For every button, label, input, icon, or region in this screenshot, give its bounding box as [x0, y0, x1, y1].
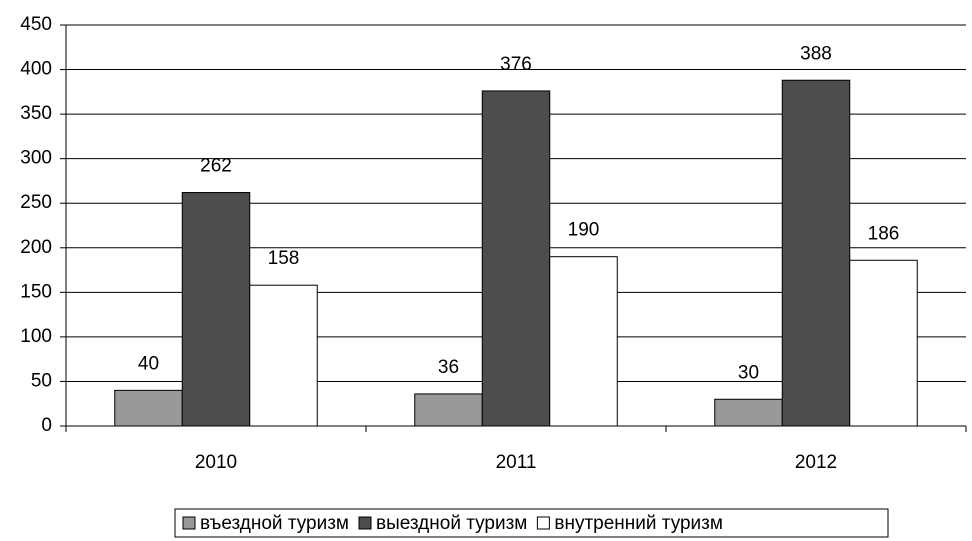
- data-label: 376: [500, 54, 532, 75]
- bar: [549, 256, 618, 427]
- data-label: 30: [738, 362, 759, 383]
- y-tick-label: 350: [20, 103, 52, 124]
- y-tick-label: 400: [20, 59, 52, 80]
- bar: [849, 259, 918, 427]
- legend-swatch: [182, 516, 196, 530]
- legend-box: [174, 508, 889, 538]
- y-tick-label: 0: [41, 415, 52, 436]
- data-label: 40: [138, 353, 159, 374]
- data-label: 388: [800, 43, 832, 64]
- data-label: 186: [868, 223, 900, 244]
- bar: [714, 398, 783, 427]
- bar: [114, 389, 183, 427]
- y-tick-label: 100: [20, 326, 52, 347]
- data-label: 36: [438, 357, 459, 378]
- legend-swatch: [536, 516, 550, 530]
- data-label: 190: [568, 220, 600, 241]
- legend-swatch: [358, 516, 372, 530]
- bar: [781, 79, 851, 427]
- legend-label: внутренний туризм: [554, 513, 723, 534]
- y-tick-label: 250: [20, 192, 52, 213]
- y-tick-label: 450: [20, 14, 52, 35]
- bar: [181, 192, 251, 427]
- y-tick-label: 50: [31, 370, 52, 391]
- y-tick-label: 200: [20, 237, 52, 258]
- y-tick-label: 300: [20, 148, 52, 169]
- bar: [414, 393, 483, 427]
- data-label: 158: [268, 248, 300, 269]
- x-tick-label: 2011: [496, 452, 537, 473]
- x-tick-label: 2010: [195, 452, 237, 473]
- legend-label: выездной туризм: [376, 513, 527, 534]
- x-tick-label: 2012: [795, 452, 837, 473]
- y-tick-label: 150: [20, 281, 52, 302]
- data-label: 262: [200, 156, 232, 177]
- bar: [481, 90, 551, 427]
- legend-label: въездной туризм: [200, 513, 349, 534]
- bar: [249, 284, 318, 427]
